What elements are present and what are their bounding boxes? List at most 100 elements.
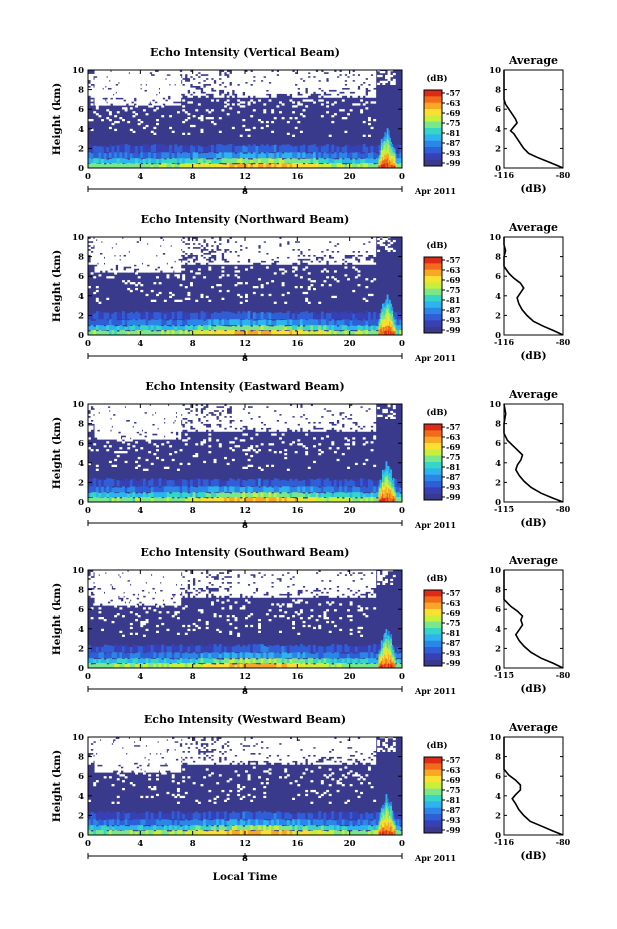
missing-cell	[313, 85, 316, 88]
missing-cell	[245, 77, 248, 81]
heatmap-cell	[391, 324, 394, 328]
missing-cell	[187, 75, 191, 79]
missing-cell	[221, 79, 225, 83]
missing-cell	[224, 246, 227, 250]
heatmap-cell	[176, 164, 180, 168]
missing-cell	[208, 254, 212, 257]
missing-cell	[98, 115, 102, 118]
missing-cell	[213, 93, 217, 96]
missing-cell	[328, 75, 332, 79]
heatmap-cell	[357, 329, 361, 335]
heatmap-cell	[323, 159, 327, 164]
missing-cell	[250, 115, 254, 118]
missing-cell	[184, 89, 188, 92]
heatmap-cell	[365, 151, 369, 159]
missing-cell	[392, 78, 396, 82]
heatmap-cell	[297, 326, 301, 331]
missing-cell	[318, 68, 322, 71]
heatmap-cell	[93, 157, 97, 164]
missing-cell	[171, 130, 175, 134]
missing-cell	[146, 101, 150, 104]
heatmap-cell	[286, 152, 290, 159]
missing-cell	[320, 91, 324, 94]
heatmap-cell	[213, 311, 217, 320]
heatmap-cell	[182, 151, 186, 159]
missing-cell	[128, 85, 132, 88]
missing-cell	[286, 237, 290, 240]
colorbar-swatch	[424, 140, 442, 148]
missing-cell	[149, 93, 153, 96]
missing-cell	[237, 81, 241, 85]
heatmap-cell	[192, 151, 196, 159]
missing-cell	[170, 93, 174, 96]
missing-cell	[307, 81, 311, 85]
missing-cell	[133, 258, 137, 261]
heatmap-cell	[320, 318, 324, 326]
missing-cell	[205, 70, 209, 73]
heatmap-cell	[252, 312, 256, 320]
missing-cell	[163, 101, 167, 104]
missing-cell	[299, 79, 303, 83]
heatmap-cell	[383, 307, 385, 312]
missing-cell	[331, 79, 335, 83]
missing-cell	[213, 248, 217, 252]
missing-cell	[294, 126, 298, 130]
missing-cell	[90, 254, 94, 257]
heatmap-cell	[250, 153, 254, 159]
missing-cell	[157, 254, 161, 257]
missing-cell	[255, 71, 259, 75]
missing-cell	[307, 87, 311, 90]
missing-cell	[373, 91, 377, 94]
missing-cell	[352, 89, 356, 92]
missing-cell	[331, 85, 335, 88]
heatmap-cell	[331, 318, 335, 326]
heatmap-cell	[132, 157, 136, 164]
heatmap-cell	[387, 130, 390, 136]
missing-cell	[107, 260, 111, 263]
heatmap-cell	[385, 142, 388, 147]
heatmap-cell	[333, 324, 337, 331]
missing-cell	[347, 95, 350, 98]
missing-cell	[239, 237, 243, 240]
missing-cell	[105, 268, 108, 271]
missing-cell	[102, 260, 106, 263]
missing-cell	[318, 258, 322, 261]
missing-cell	[255, 83, 259, 86]
missing-cell	[279, 101, 282, 104]
missing-cell	[187, 71, 191, 75]
missing-cell	[93, 111, 97, 114]
missing-cell	[192, 256, 196, 259]
heatmap-cell	[93, 152, 97, 159]
missing-cell	[276, 85, 280, 88]
heatmap-cell	[380, 149, 383, 154]
missing-cell	[221, 85, 225, 88]
heatmap-cell	[373, 318, 377, 326]
missing-cell	[318, 250, 322, 253]
missing-cell	[144, 73, 148, 77]
missing-cell	[175, 83, 179, 86]
missing-cell	[157, 95, 161, 98]
missing-cell	[273, 87, 277, 90]
missing-cell	[347, 89, 350, 92]
missing-cell	[146, 250, 150, 253]
missing-cell	[88, 93, 91, 96]
heatmap-cell	[354, 163, 358, 168]
missing-cell	[344, 81, 348, 85]
missing-cell	[112, 73, 116, 77]
missing-cell	[146, 237, 150, 240]
missing-cell	[286, 68, 290, 71]
missing-cell	[271, 120, 275, 124]
missing-cell	[197, 256, 201, 259]
missing-cell	[149, 99, 153, 102]
missing-cell	[97, 97, 101, 100]
missing-cell	[123, 258, 127, 261]
heatmap-cell	[221, 325, 225, 331]
missing-cell	[195, 240, 199, 244]
missing-cell	[307, 70, 311, 73]
missing-cell	[159, 79, 163, 83]
missing-cell	[178, 75, 182, 79]
missing-cell	[187, 85, 191, 88]
missing-cell	[382, 80, 386, 84]
missing-cell	[367, 260, 371, 263]
heatmap-cell	[208, 330, 212, 335]
